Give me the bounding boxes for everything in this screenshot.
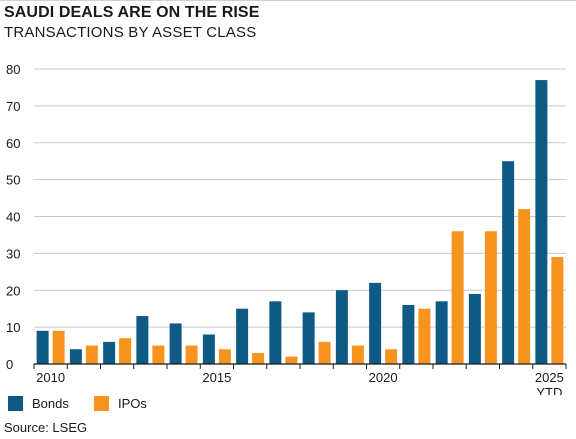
y-tick-label: 60 [6,136,20,151]
x-tick-label: 2015 [202,370,231,385]
bar-bonds [535,80,548,364]
bar-ipos [351,345,364,364]
bar-bonds [502,161,515,364]
bar-bonds [103,341,116,364]
bar-bonds [236,308,249,364]
legend-label-ipos: IPOs [118,396,147,411]
y-tick-label: 80 [6,62,20,77]
x-tick-label: 2010 [36,370,65,385]
bar-bonds [36,330,49,364]
bar-bonds [335,290,348,364]
bar-bonds [435,301,448,364]
bar-ipos [518,209,531,364]
bar-bonds [169,323,182,364]
bar-ipos [551,257,564,364]
x-tick-label: YTD [536,385,562,395]
bar-bonds [369,282,382,364]
bar-ipos [218,349,231,364]
chart-title: SAUDI DEALS ARE ON THE RISE [4,4,260,21]
bar-bonds [468,293,481,364]
legend-item-bonds: Bonds [8,396,69,411]
bar-bonds [302,312,315,364]
legend-item-ipos: IPOs [94,396,147,411]
bar-bonds [202,334,215,364]
bar-bonds [269,301,282,364]
bar-ipos [152,345,165,364]
bar-bonds [136,316,149,364]
bar-ipos [185,345,198,364]
bar-bonds [402,305,415,364]
bar-ipos [451,231,464,364]
bar-ipos [119,338,132,364]
bar-bonds [69,349,82,364]
y-tick-label: 0 [6,357,13,372]
legend-label-bonds: Bonds [32,396,69,411]
x-tick-label: 2020 [369,370,398,385]
y-tick-label: 70 [6,99,20,114]
bar-ipos [285,356,298,364]
legend-swatch-bonds [8,396,23,411]
bar-ipos [252,352,265,364]
legend: Bonds IPOs [0,396,576,414]
top-rule [0,0,576,1]
bar-ipos [52,330,65,364]
y-tick-label: 20 [6,283,20,298]
bar-ipos [385,349,398,364]
bar-ipos [418,308,431,364]
legend-swatch-ipos [94,396,109,411]
y-tick-label: 40 [6,210,20,225]
chart-subtitle: TRANSACTIONS BY ASSET CLASS [4,24,257,41]
bar-ipos [318,341,331,364]
source-note: Source: LSEG [4,420,88,435]
y-axis: 0 10 20 30 40 50 60 70 80 [6,62,20,372]
y-tick-label: 10 [6,320,20,335]
bar-ipos [484,231,497,364]
bar-ipos [85,345,98,364]
x-tick-label: 2025 [535,370,564,385]
bars [36,80,564,364]
y-tick-label: 30 [6,246,20,261]
y-tick-label: 50 [6,173,20,188]
